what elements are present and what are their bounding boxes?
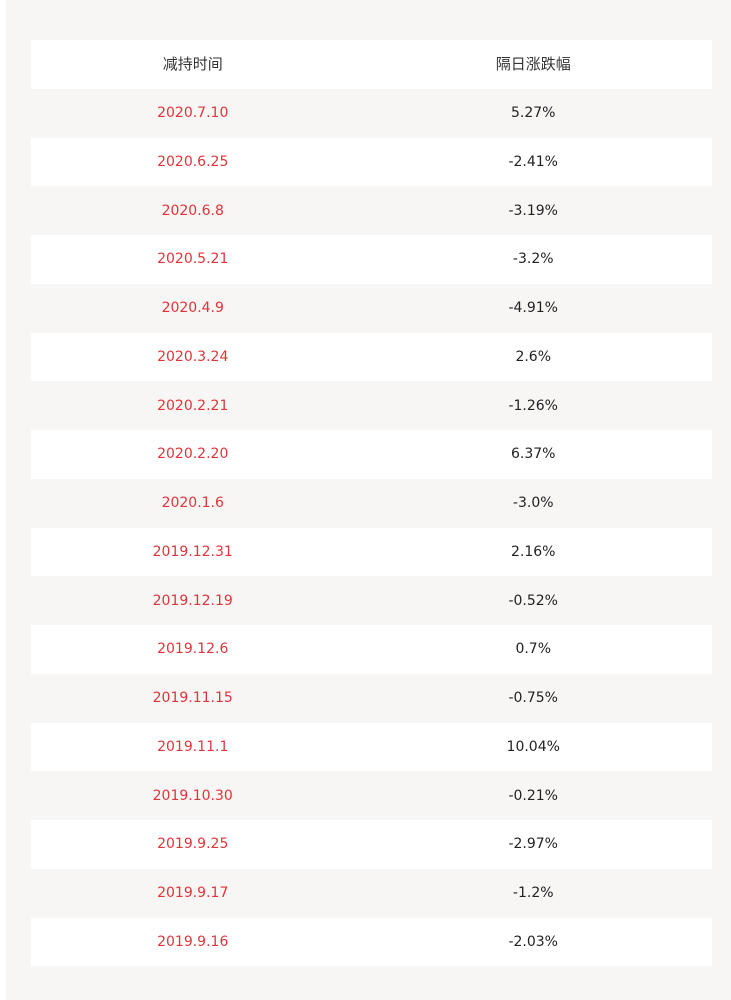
next-day-change-cell: -0.52% (508, 592, 558, 609)
table-row: 2020.5.21 -3.2% (31, 235, 712, 284)
next-day-change-cell: -1.2% (512, 885, 554, 902)
table-row: 2020.4.9 -4.91% (31, 284, 712, 333)
reduction-date-cell: 2019.9.17 (157, 885, 229, 902)
next-day-change-cell: -4.91% (508, 300, 558, 317)
table-row: 2020.7.10 5.27% (31, 89, 712, 138)
reduction-date-cell: 2020.2.20 (157, 446, 229, 463)
reduction-date-cell: 2020.3.24 (157, 348, 229, 365)
table-row: 2020.2.21 -1.26% (31, 381, 712, 430)
reduction-date-cell: 2019.12.31 (152, 543, 233, 560)
reduction-date-cell: 2020.2.21 (157, 397, 229, 414)
next-day-change-cell: -3.19% (508, 202, 558, 219)
reduction-date-cell: 2020.4.9 (161, 300, 224, 317)
table-row: 2019.10.30 -0.21% (31, 771, 712, 820)
reduction-date-cell: 2020.1.6 (161, 495, 224, 512)
next-day-change-cell: -1.26% (508, 397, 558, 414)
table-row: 2019.9.16 -2.03% (31, 917, 712, 967)
reduction-date-cell: 2020.6.8 (161, 202, 224, 219)
next-day-change-cell: 6.37% (510, 446, 556, 463)
reduction-date-cell: 2019.11.1 (157, 738, 229, 755)
next-day-change-cell: -2.41% (508, 153, 558, 170)
next-day-change-cell: 10.04% (506, 738, 560, 755)
reduction-date-cell: 2019.11.15 (152, 690, 233, 707)
next-day-change-cell: -2.97% (508, 836, 558, 853)
table-row: 2020.1.6 -3.0% (31, 479, 712, 528)
table-header-row: 减持时间 隔日涨跌幅 (31, 40, 712, 89)
table-row: 2020.6.8 -3.19% (31, 186, 712, 235)
next-day-change-cell: 2.6% (515, 348, 552, 365)
header-reduction-date: 减持时间 (162, 54, 223, 73)
header-next-day-change: 隔日涨跌幅 (495, 54, 571, 73)
reduction-date-cell: 2019.9.16 (157, 933, 229, 950)
reduction-date-cell: 2019.12.19 (152, 592, 233, 609)
reduction-date-cell: 2019.9.25 (157, 836, 229, 853)
table-row: 2020.3.24 2.6% (31, 332, 712, 382)
table-row: 2019.11.1 10.04% (31, 722, 712, 772)
next-day-change-cell: 0.7% (515, 641, 552, 658)
table-row: 2019.12.31 2.16% (31, 527, 712, 577)
next-day-change-cell: 2.16% (510, 543, 556, 560)
reduction-date-cell: 2019.12.6 (157, 641, 229, 658)
reduction-date-cell: 2019.10.30 (152, 787, 233, 804)
next-day-change-cell: -3.2% (512, 251, 554, 268)
reduction-date-cell: 2020.6.25 (157, 153, 229, 170)
next-day-change-cell: -0.75% (508, 690, 558, 707)
table-row: 2020.2.20 6.37% (31, 430, 712, 479)
table-row: 2019.9.17 -1.2% (31, 869, 712, 918)
table-row: 2019.12.19 -0.52% (31, 576, 712, 625)
next-day-change-cell: 5.27% (510, 105, 556, 122)
table-row: 2019.11.15 -0.75% (31, 674, 712, 723)
reduction-date-cell: 2020.5.21 (157, 251, 229, 268)
next-day-change-cell: -3.0% (512, 495, 554, 512)
next-day-change-cell: -2.03% (508, 933, 558, 950)
table-row: 2020.6.25 -2.41% (31, 137, 712, 187)
reduction-table: 减持时间 隔日涨跌幅 2020.7.10 5.27% 2020.6.25 -2.41%… (31, 40, 712, 967)
table-row: 2019.12.6 0.7% (31, 625, 712, 674)
next-day-change-cell: -0.21% (508, 787, 558, 804)
table-row: 2019.9.25 -2.97% (31, 820, 712, 869)
reduction-date-cell: 2020.7.10 (157, 105, 229, 122)
